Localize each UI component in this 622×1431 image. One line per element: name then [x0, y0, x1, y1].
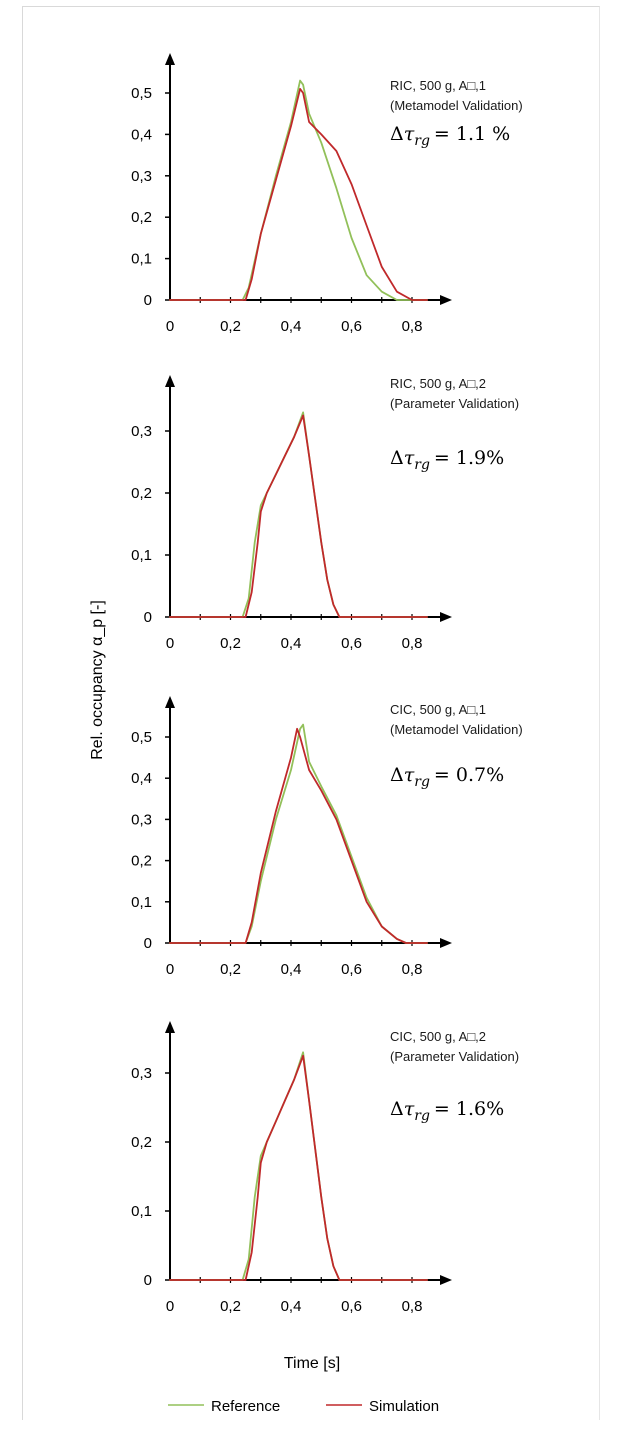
x-tick-label: 0,4 [281, 961, 302, 978]
delta-tau-annotation: Δτrg = 1.9% [390, 447, 504, 473]
annotation-validation-type: (Parameter Validation) [390, 1049, 519, 1064]
annotation-validation-type: (Parameter Validation) [390, 396, 519, 411]
annotation-case: CIC, 500 g, A□,2 [390, 1029, 486, 1044]
series-line-simulation [169, 414, 429, 618]
y-tick-label: 0,2 [131, 1134, 152, 1151]
y-tick-label: 0 [144, 609, 152, 626]
x-tick-label: 0 [166, 961, 174, 978]
x-tick-label: 0,8 [402, 1298, 423, 1315]
x-axis-title: Time [s] [284, 1355, 340, 1372]
y-tick-label: 0,4 [131, 126, 152, 143]
annotation-case: CIC, 500 g, A□,1 [390, 702, 486, 717]
series-line-simulation [169, 88, 429, 301]
y-tick-label: 0 [144, 1272, 152, 1289]
x-axis-arrow [440, 1275, 452, 1285]
y-tick-label: 0 [144, 292, 152, 309]
x-tick-label: 0,2 [220, 961, 241, 978]
annotation-case: RIC, 500 g, A□,1 [390, 78, 486, 93]
y-tick-label: 0,2 [131, 853, 152, 870]
y-axis-arrow [165, 375, 175, 387]
y-axis-arrow [165, 696, 175, 708]
legend-reference-label: Reference [211, 1398, 280, 1415]
x-tick-label: 0,2 [220, 318, 241, 335]
y-tick-label: 0,3 [131, 423, 152, 440]
series-line-simulation [169, 1054, 429, 1281]
x-tick-label: 0,6 [341, 635, 362, 652]
x-tick-label: 0,2 [220, 635, 241, 652]
legend-simulation-label: Simulation [369, 1398, 439, 1415]
y-tick-label: 0,1 [131, 251, 152, 268]
annotation-validation-type: (Metamodel Validation) [390, 98, 523, 113]
annotation-validation-type: (Metamodel Validation) [390, 722, 523, 737]
y-tick-label: 0,1 [131, 1203, 152, 1220]
x-tick-label: 0,4 [281, 635, 302, 652]
panels: 0 0,1 0,2 0,3 0,4 0,5 0 0,2 0,4 0,6 0,8 RIC, 500 g,… [131, 53, 523, 1315]
x-tick-label: 0,8 [402, 961, 423, 978]
x-tick-label: 0,2 [220, 1298, 241, 1315]
y-tick-label: 0,2 [131, 485, 152, 502]
y-tick-label: 0,5 [131, 729, 152, 746]
x-axis-arrow [440, 612, 452, 622]
delta-tau-annotation: Δτrg = 1.1 % [390, 123, 510, 149]
delta-tau-annotation: Δτrg = 1.6% [390, 1098, 504, 1124]
x-tick-label: 0,6 [341, 961, 362, 978]
delta-tau-annotation: Δτrg = 0.7% [390, 764, 504, 790]
y-axis-arrow [165, 53, 175, 65]
y-axis-arrow [165, 1021, 175, 1033]
x-axis-arrow [440, 938, 452, 948]
y-tick-label: 0,2 [131, 209, 152, 226]
x-tick-label: 0,8 [402, 318, 423, 335]
x-tick-label: 0,4 [281, 318, 302, 335]
y-tick-label: 0,3 [131, 1065, 152, 1082]
y-tick-label: 0,5 [131, 85, 152, 102]
x-tick-label: 0,6 [341, 1298, 362, 1315]
legend: Reference Simulation [168, 1398, 439, 1415]
panel-4: 0 0,1 0,2 0,3 0 0,2 0,4 0,6 0,8 CIC, 500 g, A□,2 (… [131, 1021, 519, 1315]
x-tick-label: 0,4 [281, 1298, 302, 1315]
x-tick-label: 0,6 [341, 318, 362, 335]
x-axis-arrow [440, 295, 452, 305]
y-tick-label: 0,4 [131, 770, 152, 787]
y-tick-label: 0,1 [131, 894, 152, 911]
panel-1: 0 0,1 0,2 0,3 0,4 0,5 0 0,2 0,4 0,6 0,8 RIC, 500 g,… [131, 53, 523, 335]
annotation-case: RIC, 500 g, A□,2 [390, 376, 486, 391]
x-tick-label: 0 [166, 1298, 174, 1315]
y-tick-label: 0,3 [131, 168, 152, 185]
x-tick-label: 0 [166, 318, 174, 335]
series-line-simulation [169, 727, 429, 944]
panel-3: 0 0,1 0,2 0,3 0,4 0,5 0 0,2 0,4 0,6 0,8 CIC, 500 g,… [131, 696, 523, 978]
x-tick-label: 0,8 [402, 635, 423, 652]
y-tick-label: 0 [144, 935, 152, 952]
y-tick-label: 0,3 [131, 811, 152, 828]
y-tick-label: 0,1 [131, 547, 152, 564]
panel-2: 0 0,1 0,2 0,3 0 0,2 0,4 0,6 0,8 RIC, 500 g, A□,2 (… [131, 375, 519, 652]
figure-border [22, 6, 600, 1420]
y-axis-title: Rel. occupancy α_p [-] [89, 600, 106, 760]
x-tick-label: 0 [166, 635, 174, 652]
